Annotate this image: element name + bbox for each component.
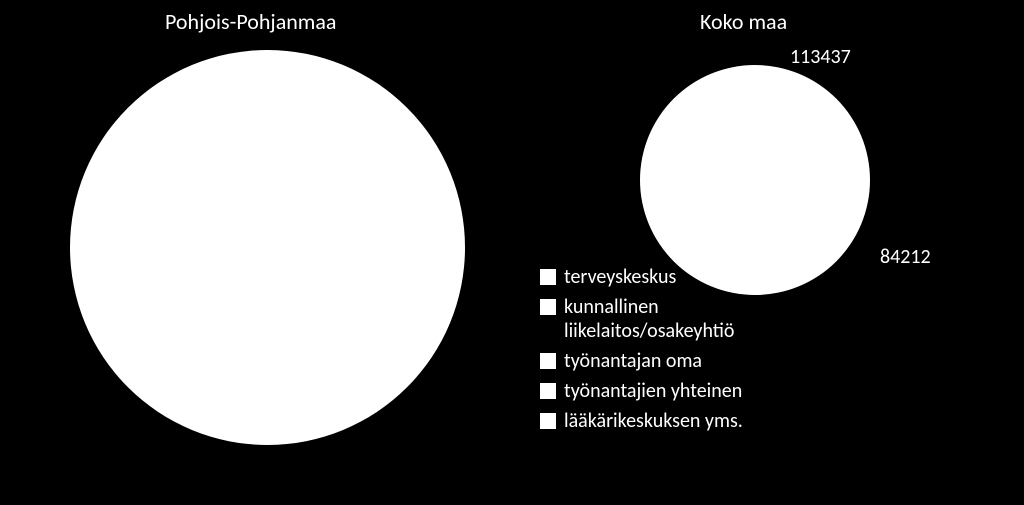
legend-swatch-3 — [540, 383, 556, 399]
legend-swatch-1 — [540, 299, 556, 315]
legend-item-2: työnantajan oma — [540, 349, 784, 373]
legend-label-2: työnantajan oma — [564, 349, 702, 373]
legend-label-0: terveyskeskus — [564, 265, 676, 289]
legend-swatch-4 — [540, 413, 556, 429]
right-chart-title: Koko maa — [700, 8, 787, 35]
legend-label-3: työnantajien yhteinen — [564, 379, 742, 403]
legend-label-1: kunnallinen liikelaitos/osakeyhtiö — [564, 295, 784, 343]
legend-item-4: lääkärikeskuksen yms. — [540, 409, 784, 433]
legend: terveyskeskus kunnallinen liikelaitos/os… — [540, 265, 784, 439]
legend-item-0: terveyskeskus — [540, 265, 784, 289]
legend-item-1: kunnallinen liikelaitos/osakeyhtiö — [540, 295, 784, 343]
legend-swatch-2 — [540, 353, 556, 369]
legend-item-3: työnantajien yhteinen — [540, 379, 784, 403]
left-data-label: 220 — [428, 224, 458, 248]
right-data-label-1: 84212 — [880, 245, 931, 269]
right-data-label-0: 113437 — [790, 45, 851, 69]
right-pie-circle — [640, 65, 870, 295]
left-chart-title: Pohjois-Pohjanmaa — [165, 8, 336, 35]
left-pie-circle — [70, 50, 465, 445]
legend-label-4: lääkärikeskuksen yms. — [564, 409, 743, 433]
chart-stage: Pohjois-Pohjanmaa Koko maa 220 113437 84… — [0, 0, 1024, 505]
legend-swatch-0 — [540, 269, 556, 285]
